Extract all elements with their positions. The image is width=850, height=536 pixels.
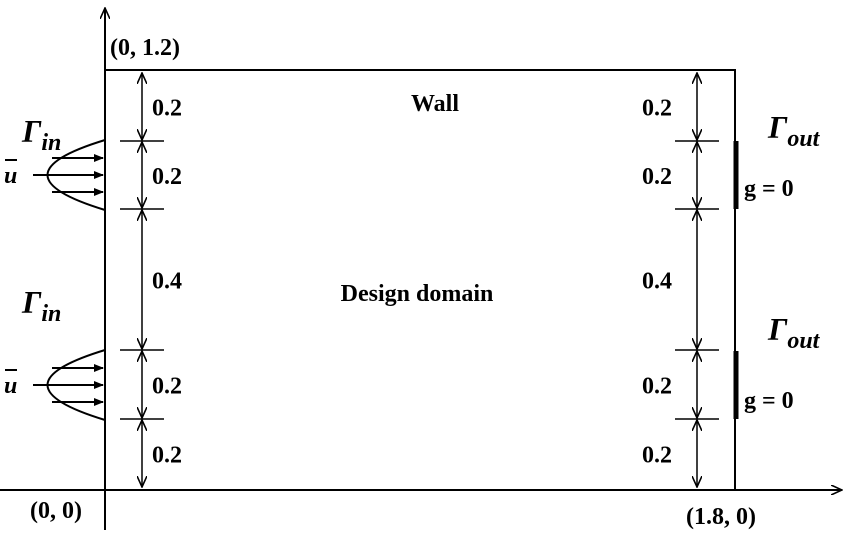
inlet-bottom-gamma: Γin: [21, 284, 61, 327]
left-dimensions: 0.2 0.2 0.4 0.2 0.2: [120, 73, 182, 487]
dimension-label: 0.2: [642, 374, 672, 400]
inlet-top-profile: [33, 139, 106, 211]
coord-bottom-right: (1.8, 0): [686, 504, 756, 530]
coord-origin: (0, 0): [30, 498, 82, 524]
dimension-label: 0.2: [152, 96, 182, 122]
inlet-top-velocity: u: [4, 163, 17, 189]
dimension-label: 0.2: [642, 164, 672, 190]
outlet-top-gamma: Γout: [767, 109, 821, 152]
dimension-label: 0.2: [152, 443, 182, 469]
coord-top-left: (0, 1.2): [110, 35, 180, 61]
outlet-bottom-gamma: Γout: [767, 311, 821, 354]
inlet-top-gamma: Γin: [21, 113, 61, 156]
dimension-label: 0.2: [152, 164, 182, 190]
right-dimensions: 0.2 0.2 0.4 0.2 0.2: [642, 73, 719, 487]
dimension-label: 0.2: [642, 443, 672, 469]
domain-boundary: [104, 69, 736, 491]
inlet-bottom-profile: [33, 349, 106, 421]
wall-label: Wall: [411, 91, 459, 117]
design-domain-label: Design domain: [341, 281, 494, 307]
outlet-top-condition: g = 0: [744, 176, 794, 202]
dimension-label: 0.4: [642, 269, 672, 295]
outlet-bottom-condition: g = 0: [744, 388, 794, 414]
dimension-label: 0.2: [642, 96, 672, 122]
dimension-label: 0.4: [152, 269, 182, 295]
inlet-bottom-velocity: u: [4, 373, 17, 399]
dimension-label: 0.2: [152, 374, 182, 400]
